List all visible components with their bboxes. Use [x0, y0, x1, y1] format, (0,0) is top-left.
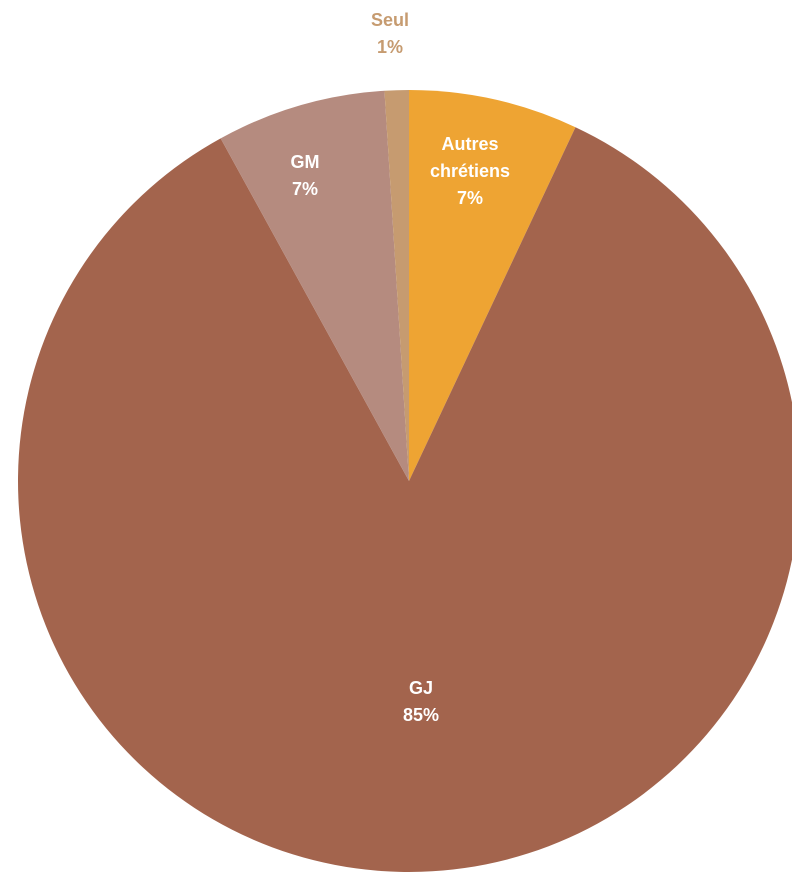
- pie-slice-gm: [220, 90, 409, 481]
- pie-labels: Autres chrétiens 7% GJ 85% GM 7% Seul 1%: [291, 10, 511, 725]
- pie-slice-seul: [384, 90, 409, 481]
- pie-label-autres-chretiens: Autres chrétiens 7%: [430, 134, 510, 208]
- pie-category-label: Seul: [371, 10, 409, 30]
- pie-label-seul: Seul 1%: [371, 10, 409, 57]
- pie-value-label: 7%: [457, 188, 483, 208]
- pie-label-gm: GM 7%: [291, 152, 320, 199]
- pie-value-label: 7%: [292, 179, 318, 199]
- pie-category-label: Autres: [441, 134, 498, 154]
- pie-slices: [18, 90, 792, 872]
- pie-category-label: GJ: [409, 678, 433, 698]
- pie-category-label: GM: [291, 152, 320, 172]
- pie-slice-autres-chretiens: [409, 90, 576, 481]
- pie-slice-gj: [18, 127, 792, 872]
- pie-label-gj: GJ 85%: [403, 678, 439, 725]
- pie-value-label: 1%: [377, 37, 403, 57]
- pie-category-label: chrétiens: [430, 161, 510, 181]
- pie-value-label: 85%: [403, 705, 439, 725]
